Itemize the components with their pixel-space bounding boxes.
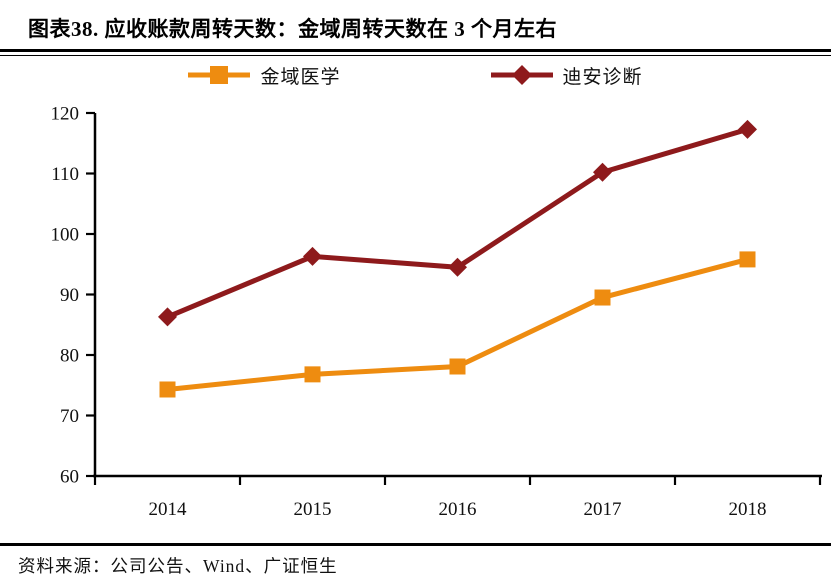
title-rule-thin	[0, 55, 831, 56]
y-axis-tick-label: 110	[51, 164, 79, 185]
x-axis-tick-label: 2018	[729, 499, 767, 520]
square-marker-icon	[159, 381, 176, 398]
legend-label: 金域医学	[260, 66, 341, 88]
source-rule	[0, 543, 831, 546]
diamond-marker-icon	[593, 162, 612, 182]
legend-label: 迪安诊断	[562, 66, 643, 88]
source-text: 资料来源：公司公告、Wind、广证恒生	[18, 556, 338, 576]
legend-item-1: 迪安诊断	[490, 62, 643, 89]
square-marker-icon	[304, 366, 321, 383]
diamond-legend-marker-icon	[490, 65, 553, 85]
title-rule-thick	[0, 49, 831, 52]
x-axis-tick-label: 2015	[294, 499, 332, 520]
figure-title: 图表38. 应收账款周转天数：金域周转天数在 3 个月左右	[28, 17, 557, 41]
x-axis-tick-label: 2016	[439, 499, 477, 520]
y-axis-tick-label: 80	[60, 346, 79, 367]
diamond-marker-icon	[738, 119, 757, 139]
figure-title-block: 图表38. 应收账款周转天数：金域周转天数在 3 个月左右	[0, 0, 831, 56]
square-marker-icon	[594, 289, 611, 306]
diamond-marker-icon	[448, 257, 467, 277]
square-legend-marker-icon	[188, 66, 251, 84]
diamond-marker-icon	[158, 307, 177, 327]
y-axis-tick-label: 100	[51, 225, 80, 246]
x-axis-tick-label: 2017	[584, 499, 622, 520]
square-marker-icon	[739, 251, 756, 268]
diamond-marker-icon	[303, 246, 322, 266]
y-axis-tick-label: 90	[60, 285, 79, 306]
chart-legend: 金域医学 迪安诊断	[0, 58, 831, 92]
legend-item-0: 金域医学	[188, 62, 340, 89]
y-axis-tick-label: 70	[60, 406, 79, 427]
y-axis-tick-label: 120	[51, 104, 80, 125]
square-marker-icon	[449, 358, 466, 375]
x-axis-tick-label: 2014	[149, 499, 188, 520]
y-axis-tick-label: 60	[60, 467, 79, 488]
series-line-迪安诊断	[166, 126, 749, 320]
